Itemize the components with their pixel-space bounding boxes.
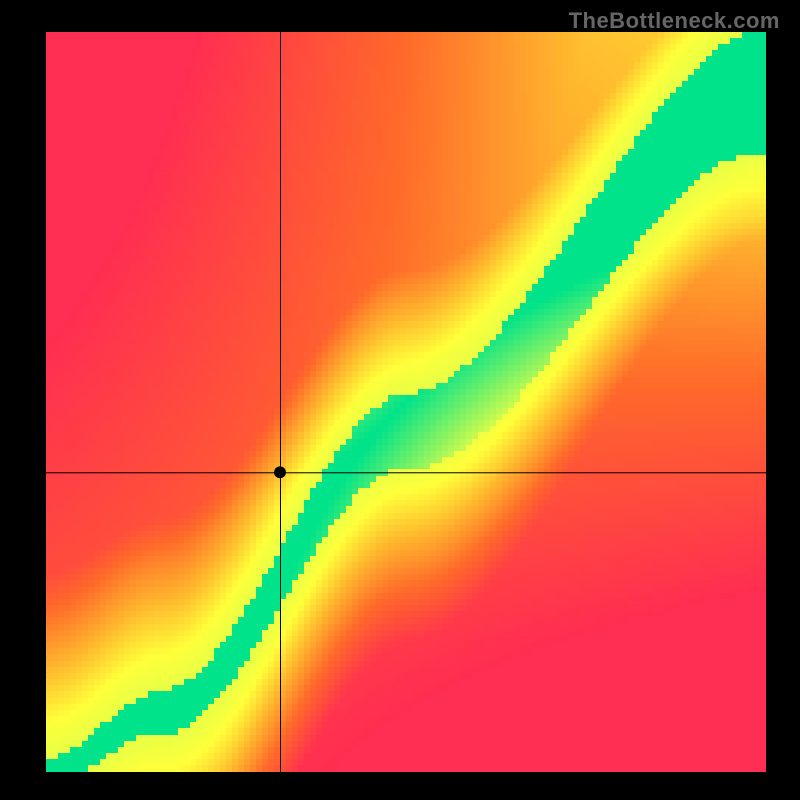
heatmap-plot-area <box>46 32 766 772</box>
chart-frame: TheBottleneck.com <box>0 0 800 800</box>
heatmap-canvas <box>46 32 766 772</box>
watermark-text: TheBottleneck.com <box>569 8 780 34</box>
